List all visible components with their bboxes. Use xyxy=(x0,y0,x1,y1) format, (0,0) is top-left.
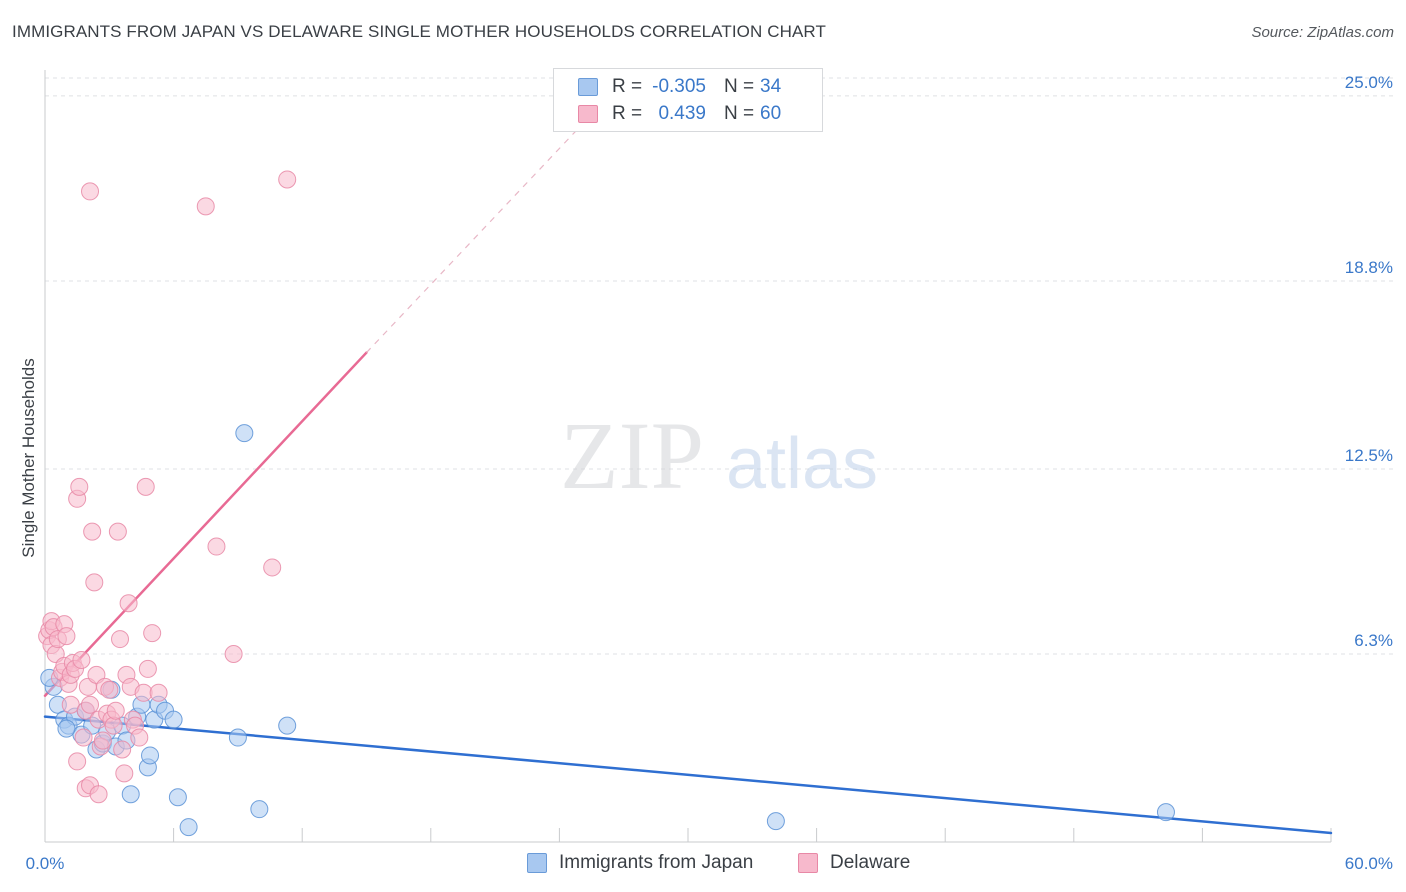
legend-n-value: 60 xyxy=(760,103,782,124)
point-delaware xyxy=(104,716,123,735)
point-delaware xyxy=(134,683,153,702)
watermark-atlas: atlas xyxy=(726,424,878,504)
legend-swatch-delaware xyxy=(578,105,598,123)
point-japan xyxy=(278,716,297,735)
point-delaware xyxy=(89,785,108,804)
y-tick-label: 25.0% xyxy=(1345,73,1393,92)
y-axis-label: Single Mother Households xyxy=(19,358,38,557)
point-japan xyxy=(179,818,198,837)
legend-label-delaware: Delaware xyxy=(830,852,911,873)
point-delaware xyxy=(115,764,134,783)
legend-row-japan: R = -0.305 N = 34 xyxy=(578,75,781,99)
point-delaware xyxy=(263,558,282,577)
point-japan xyxy=(250,800,269,819)
point-delaware xyxy=(224,644,243,663)
point-delaware xyxy=(85,573,104,592)
point-delaware xyxy=(81,695,100,714)
point-japan xyxy=(164,710,183,729)
point-delaware xyxy=(74,728,93,747)
point-delaware xyxy=(278,170,297,189)
legend-n-value: 34 xyxy=(760,76,782,97)
legend-swatch-japan xyxy=(527,853,547,873)
point-delaware xyxy=(143,624,162,643)
tick-labels: 6.3% 12.5% 18.8% 25.0% 0.0% 60.0% xyxy=(26,73,1393,873)
legend-r-label: R = xyxy=(612,76,643,97)
legend-swatch-japan xyxy=(578,78,598,96)
legend-r-label: R = xyxy=(612,103,643,124)
point-delaware xyxy=(81,182,100,201)
legend-n-label: N = xyxy=(724,76,755,97)
point-delaware xyxy=(119,594,138,613)
point-delaware xyxy=(57,627,76,646)
watermark: ZIP atlas xyxy=(560,402,878,509)
point-japan xyxy=(57,719,76,738)
point-delaware xyxy=(149,683,168,702)
point-japan xyxy=(1156,803,1175,822)
gridlines xyxy=(45,77,1393,655)
legend-item-delaware[interactable]: Delaware xyxy=(798,852,910,874)
point-delaware xyxy=(130,728,149,747)
y-tick-label: 18.8% xyxy=(1345,258,1393,277)
point-delaware xyxy=(93,731,112,750)
point-delaware xyxy=(68,752,87,771)
point-delaware xyxy=(70,477,89,496)
point-japan xyxy=(228,728,247,747)
legend-item-japan[interactable]: Immigrants from Japan xyxy=(527,852,753,874)
data-points xyxy=(38,170,1175,837)
legend-row-delaware: R = 0.439 N = 60 xyxy=(578,102,781,126)
legend-n-label: N = xyxy=(724,103,755,124)
legend-r-value: 0.439 xyxy=(658,103,706,124)
point-delaware xyxy=(100,680,119,699)
point-japan xyxy=(141,746,160,765)
legend-r-value: -0.305 xyxy=(652,76,706,97)
point-delaware xyxy=(136,477,155,496)
watermark-zip: ZIP xyxy=(560,402,704,509)
point-delaware xyxy=(207,537,226,556)
trend-lines xyxy=(43,125,1333,835)
trend-line-delaware-extension xyxy=(366,125,582,353)
y-tick-label: 6.3% xyxy=(1354,631,1393,650)
point-delaware xyxy=(72,650,91,669)
point-delaware xyxy=(83,522,102,541)
point-japan xyxy=(235,424,254,443)
x-tick-label: 60.0% xyxy=(1345,854,1393,873)
point-japan xyxy=(168,788,187,807)
source-label: Source: ZipAtlas.com xyxy=(1251,24,1394,41)
point-delaware xyxy=(61,695,80,714)
axes xyxy=(44,70,1332,843)
series-legend: Immigrants from Japan Delaware xyxy=(0,852,1406,876)
point-japan xyxy=(766,812,785,831)
y-tick-label: 12.5% xyxy=(1345,446,1393,465)
point-delaware xyxy=(113,740,132,759)
trend-line-japan xyxy=(43,715,1333,835)
point-delaware xyxy=(108,522,127,541)
point-japan xyxy=(121,785,140,804)
x-tick-label: 0.0% xyxy=(26,854,65,873)
trend-line-delaware xyxy=(43,351,368,698)
stats-legend: R = -0.305 N = 34 R = 0.439 N = 60 xyxy=(553,68,823,132)
point-delaware xyxy=(111,630,130,649)
legend-swatch-delaware xyxy=(798,853,818,873)
legend-label-japan: Immigrants from Japan xyxy=(559,852,754,873)
point-delaware xyxy=(106,701,125,720)
chart-title: IMMIGRANTS FROM JAPAN VS DELAWARE SINGLE… xyxy=(12,22,826,41)
point-delaware xyxy=(196,197,215,216)
point-delaware xyxy=(138,659,157,678)
